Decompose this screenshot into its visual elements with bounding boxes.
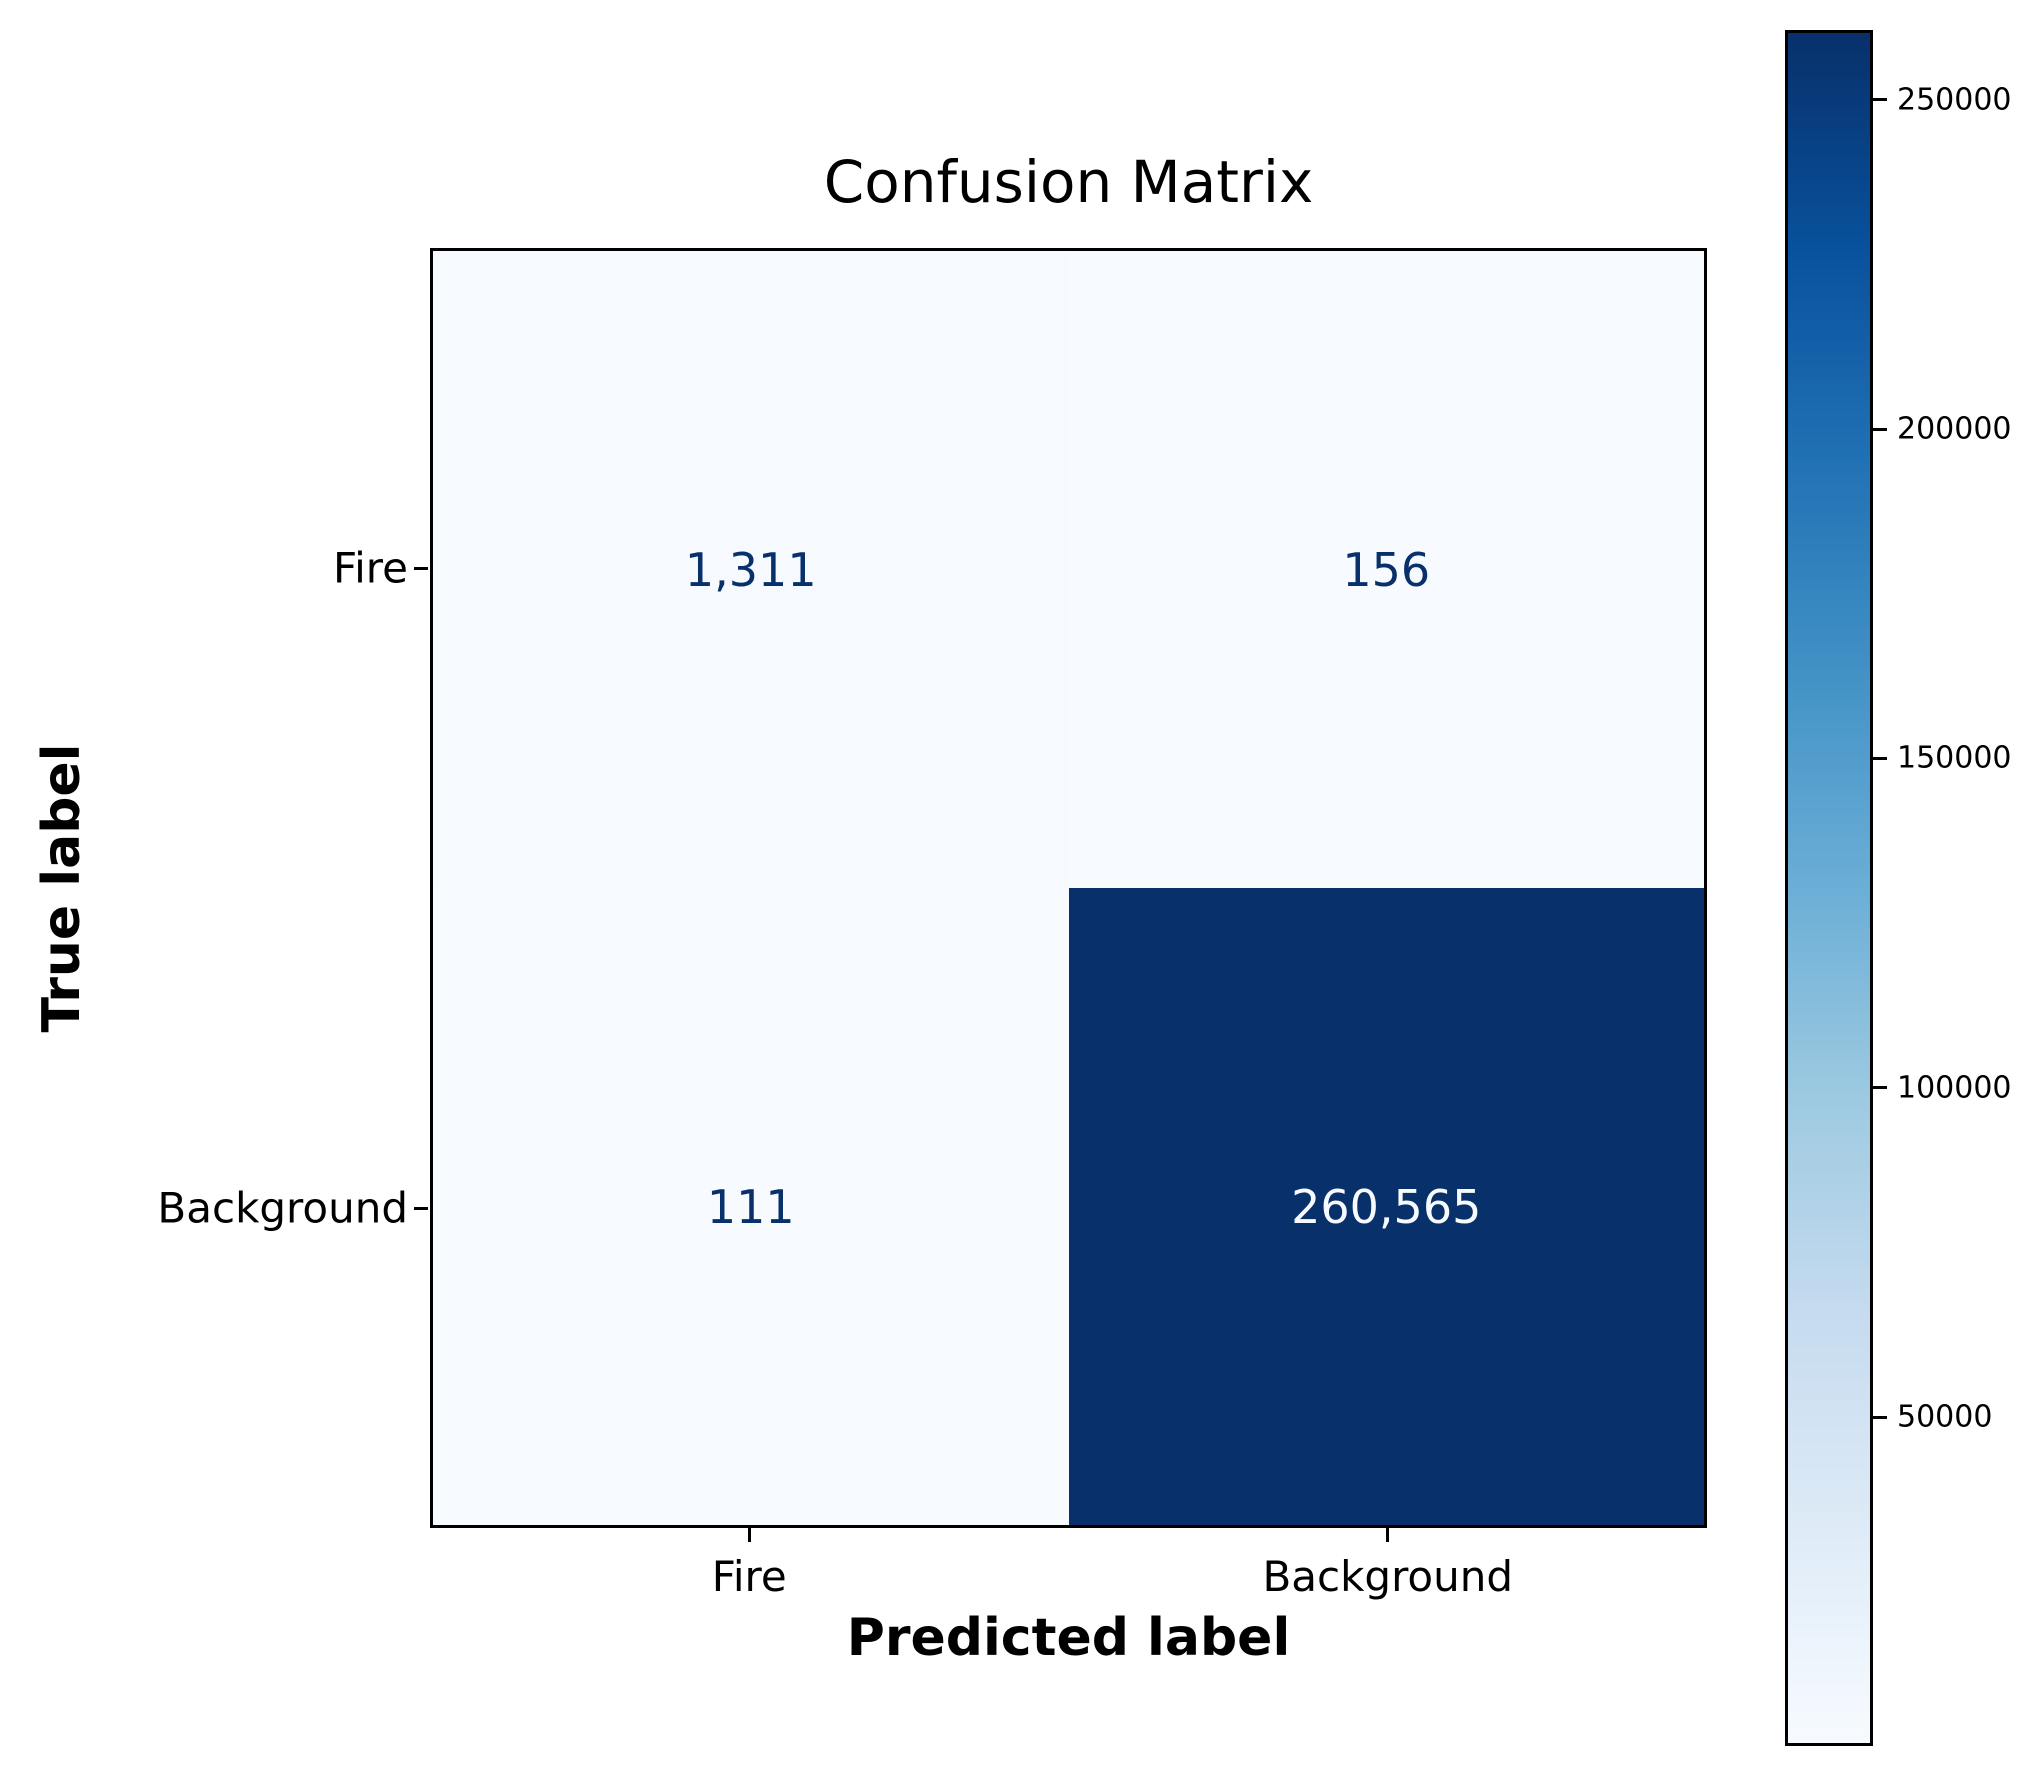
x-tick-label-fire: Fire <box>711 1552 787 1601</box>
y-tick-mark <box>414 566 428 570</box>
colorbar-tick-mark <box>1873 1415 1887 1419</box>
colorbar-tick-mark <box>1873 427 1887 431</box>
heatmap-cells: 1,311 156 111 260,565 <box>433 251 1704 1525</box>
cell-fire-fire: 1,311 <box>433 251 1069 888</box>
colorbar <box>1785 30 1873 1746</box>
cell-background-fire: 111 <box>433 888 1069 1525</box>
cell-background-background: 260,565 <box>1068 888 1704 1525</box>
x-tick-mark <box>747 1528 751 1542</box>
y-tick-label-background: Background <box>157 1183 408 1233</box>
x-tick-mark <box>1386 1528 1390 1542</box>
y-axis-title: True label <box>32 743 92 1033</box>
cell-fire-background: 156 <box>1068 251 1704 888</box>
colorbar-tick-label: 50000 <box>1897 1399 1993 1435</box>
colorbar-tick-label: 100000 <box>1897 1070 2012 1106</box>
x-tick-label-background: Background <box>1262 1552 1514 1601</box>
colorbar-tick-mark <box>1873 98 1887 102</box>
colorbar-tick-label: 200000 <box>1897 411 2012 447</box>
colorbar-tick-mark <box>1873 1086 1887 1090</box>
colorbar-tick-label: 250000 <box>1897 82 2012 118</box>
y-tick-label-fire: Fire <box>333 543 408 593</box>
x-axis-title: Predicted label <box>846 1608 1291 1668</box>
y-tick-mark <box>414 1206 428 1210</box>
heatmap-plot-area: 1,311 156 111 260,565 <box>430 248 1707 1528</box>
colorbar-tick-label: 150000 <box>1897 740 2012 776</box>
chart-title: Confusion Matrix <box>823 148 1314 216</box>
colorbar-tick-mark <box>1873 756 1887 760</box>
